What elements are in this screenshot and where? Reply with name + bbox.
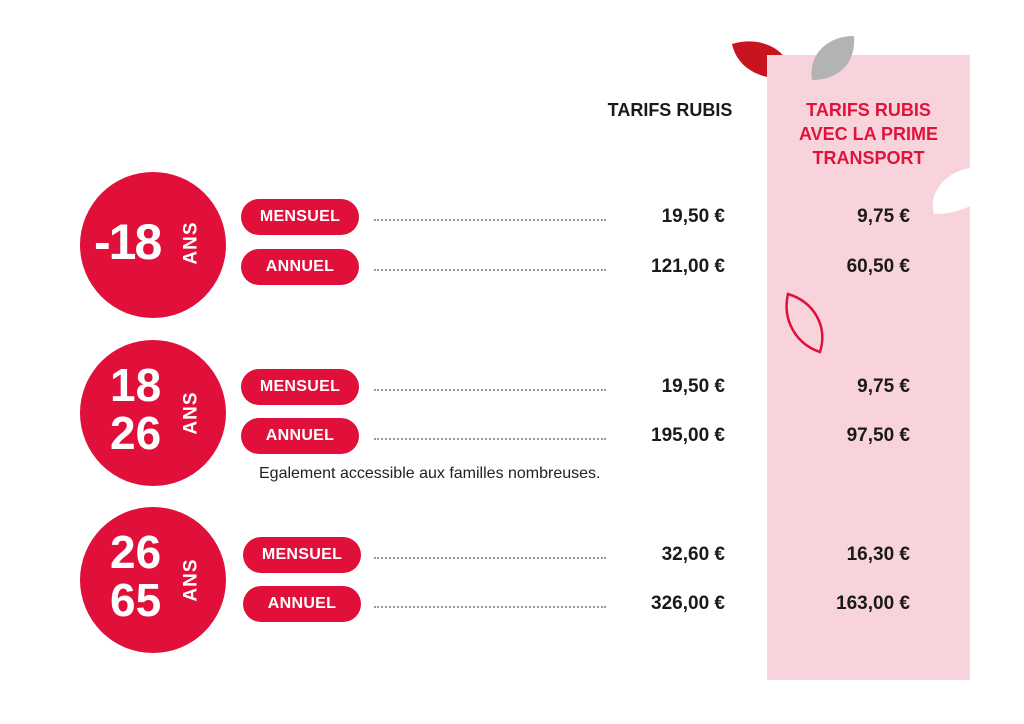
column-header-standard: TARIFS RUBIS [607,100,733,120]
price-standard: 19,50 € [661,376,725,397]
age-badge-26-65: 26 65 ANS [80,507,226,653]
dotted-leader [374,219,606,221]
price-prime: 163,00 € [836,593,910,614]
price-prime: 97,50 € [846,425,910,446]
price-standard: 121,00 € [651,256,725,277]
prime-transport-column [767,55,970,680]
price-standard: 19,50 € [661,206,725,227]
age-badge-18-26: 18 26 ANS [80,340,226,486]
price-standard: 195,00 € [651,425,725,446]
column-header-prime: TARIFS RUBIS AVEC LA PRIME TRANSPORT [798,100,938,168]
family-note: Egalement accessible aux familles nombre… [259,465,601,482]
dotted-leader [374,606,606,608]
dotted-leader [374,438,606,440]
age-badge-under-18: -18 ANS [80,172,226,318]
white-leaf-icon [932,168,970,214]
price-prime: 9,75 € [857,376,910,397]
price-standard: 326,00 € [651,593,725,614]
price-prime: 60,50 € [846,256,910,277]
dotted-leader [374,557,606,559]
price-prime: 16,30 € [846,544,910,565]
dotted-leader [374,389,606,391]
annuel-pill: ANNUEL [243,586,361,622]
dotted-leader [374,269,606,271]
mensuel-pill: MENSUEL [241,199,359,235]
price-prime: 9,75 € [857,206,910,227]
grey-leaf-icon [811,36,855,80]
annuel-pill: ANNUEL [241,418,359,454]
annuel-pill: ANNUEL [241,249,359,285]
outline-leaf-icon [785,292,824,354]
price-standard: 32,60 € [661,544,725,565]
mensuel-pill: MENSUEL [241,369,359,405]
mensuel-pill: MENSUEL [243,537,361,573]
